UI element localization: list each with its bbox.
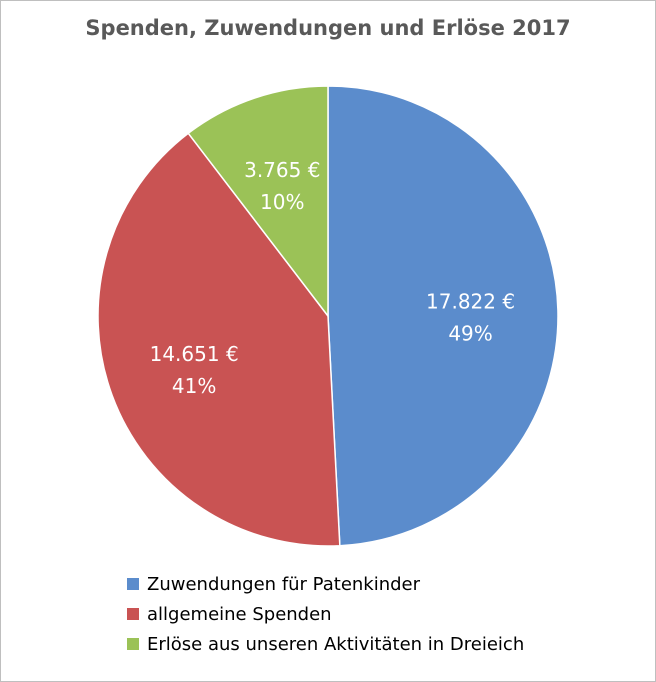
data-label-percent: 10% [260, 190, 304, 214]
data-label-patenkinder: 17.822 € 49% [426, 289, 515, 345]
data-label-percent: 41% [172, 374, 216, 398]
chart-title: Spenden, Zuwendungen und Erlöse 2017 [85, 16, 571, 40]
data-label-percent: 49% [448, 321, 492, 345]
data-label-value: 14.651 € [150, 342, 239, 366]
pie-slice-erloese [187, 85, 329, 319]
legend-label: Erlöse aus unseren Aktivitäten in Dreiei… [147, 633, 525, 655]
legend-item-erloese: Erlöse aus unseren Aktivitäten in Dreiei… [127, 629, 524, 659]
legend-swatch-patenkinder [127, 578, 139, 590]
legend-swatch-spenden [127, 608, 139, 620]
legend: Zuwendungen für Patenkinder allgemeine S… [127, 569, 524, 659]
legend-item-patenkinder: Zuwendungen für Patenkinder [127, 569, 524, 599]
legend-label: allgemeine Spenden [147, 603, 332, 625]
data-label-value: 17.822 € [426, 289, 515, 313]
legend-swatch-erloese [127, 638, 139, 650]
data-label-erloese: 3.765 € 10% [244, 158, 320, 214]
pie-slice-patenkinder [327, 85, 559, 547]
legend-item-spenden: allgemeine Spenden [127, 599, 524, 629]
legend-label: Zuwendungen für Patenkinder [147, 573, 421, 595]
data-label-value: 3.765 € [244, 158, 320, 182]
data-label-spenden: 14.651 € 41% [150, 342, 239, 398]
pie-slice-spenden [97, 132, 341, 547]
